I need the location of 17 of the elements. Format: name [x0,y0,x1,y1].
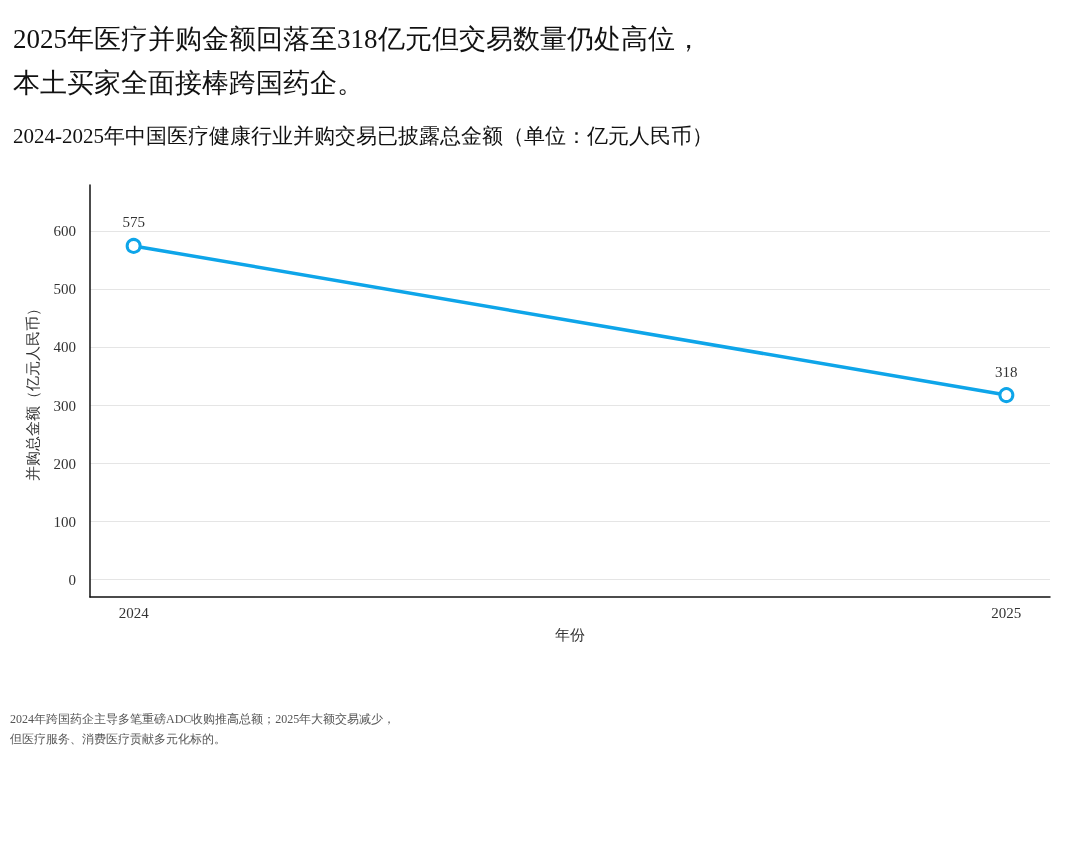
x-axis-title: 年份 [555,626,585,643]
y-tick-label: 500 [53,281,76,298]
data-label: 575 [122,214,145,231]
y-tick-label: 100 [53,513,76,530]
y-tick-label: 0 [68,571,76,588]
y-tick-label: 300 [53,397,76,414]
y-tick-label: 200 [53,455,76,472]
y-axis-title: 并购总金额（亿元人民币） [24,301,41,481]
text: 但医疗服务、消费医疗贡献多元化标的。 [10,732,226,746]
y-tick-label: 600 [53,223,76,240]
chart-subtitle: 2024-2025年中国医疗健康行业并购交易已披露总金额（单位：亿元人民币） [13,123,713,148]
x-tick-label: 2025 [991,604,1022,621]
chart-title: 2025年医疗并购金额回落至318亿元但交易数量仍处高位，本土买家全面接棒跨国药企。 [13,24,702,98]
text: 2024年跨国药企主导多笔重磅ADC收购推高总额；2025年大额交易减少， [10,712,396,726]
y-tick-label: 400 [53,339,76,356]
data-label: 318 [995,363,1018,380]
x-tick-label: 2024 [118,604,150,621]
